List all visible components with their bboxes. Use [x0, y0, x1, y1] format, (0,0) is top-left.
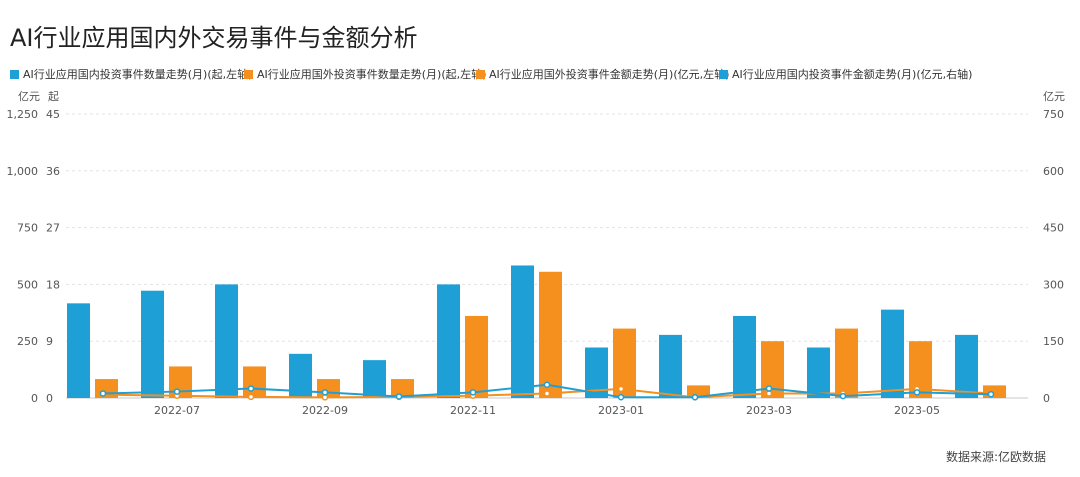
point-domestic-amount	[173, 388, 181, 395]
y-tick-label-amount-right: 150	[1043, 335, 1064, 348]
point-domestic-amount	[395, 393, 403, 400]
point-domestic-amount	[839, 392, 847, 400]
x-tick-label: 2023-01	[598, 404, 644, 417]
point-foreign-amount	[247, 393, 255, 401]
legend-swatch	[244, 69, 253, 79]
y-tick-label-amount-right: 450	[1043, 222, 1064, 235]
x-tick-label: 2023-03	[746, 404, 792, 417]
bar-foreign-count	[317, 379, 340, 398]
y-tick-label-amount-right: 0	[1043, 392, 1050, 405]
point-domestic-amount	[543, 381, 551, 388]
bar-domestic-count	[955, 334, 978, 398]
point-domestic-amount	[321, 389, 329, 396]
bar-domestic-count	[881, 309, 904, 398]
y-tick-label-count-left: 18	[46, 278, 60, 291]
y-tick-label-count-left: 36	[46, 165, 60, 178]
bar-foreign-count	[983, 385, 1006, 398]
legend-label: AI行业应用国外投资事件数量走势(月)(起,左轴)	[257, 68, 487, 81]
source-note: 数据来源:亿欧数据	[945, 450, 1046, 464]
legend: AI行业应用国内投资事件数量走势(月)(起,左轴) AI行业应用国外投资事件数量…	[10, 66, 1070, 82]
point-domestic-amount	[765, 385, 773, 392]
chart-title: AI行业应用国内外交易事件与金额分析	[10, 24, 418, 52]
bar-domestic-count	[733, 315, 756, 398]
y-tick-label-count-left: 0	[46, 392, 53, 405]
y-tick-label-amount-left: 1,250	[7, 108, 39, 121]
x-tick-label: 2022-07	[154, 404, 200, 417]
y-tick-label-amount-right: 600	[1043, 165, 1064, 178]
y-tick-label-amount-left: 750	[17, 222, 38, 235]
bar-foreign-count	[613, 328, 636, 398]
legend-swatch	[10, 69, 19, 79]
bar-domestic-count	[289, 353, 312, 398]
point-domestic-amount	[691, 393, 699, 401]
bar-domestic-count	[807, 347, 830, 398]
legend-label: AI行业应用国内投资事件数量走势(月)(起,左轴)	[23, 68, 253, 81]
y-tick-label-amount-left: 1,000	[7, 165, 39, 178]
legend-swatch	[476, 69, 485, 79]
legend-item-foreign-count[interactable]: AI行业应用国外投资事件数量走势(月)(起,左轴)	[244, 66, 486, 82]
point-domestic-amount	[617, 393, 625, 401]
bar-domestic-count	[659, 334, 682, 398]
bar-domestic-count	[363, 360, 386, 398]
y-tick-label-amount-right: 750	[1043, 108, 1064, 121]
bar-foreign-count	[835, 328, 858, 398]
bar-domestic-count	[511, 265, 534, 398]
legend-label: AI行业应用国外投资事件金额走势(月)(亿元,左轴)	[489, 68, 730, 81]
legend-swatch	[719, 69, 728, 79]
legend-item-domestic-amount[interactable]: AI行业应用国内投资事件金额走势(月)(亿元,右轴)	[719, 66, 972, 82]
y-axis-unit-count-left: 起	[48, 90, 59, 103]
y-axis-unit-amount-left: 亿元	[18, 90, 40, 103]
bar-domestic-count	[67, 303, 90, 398]
bar-domestic-count	[215, 284, 238, 398]
y-tick-label-amount-right: 300	[1043, 278, 1064, 291]
bar-foreign-count	[243, 366, 266, 398]
y-tick-label-amount-left: 250	[17, 335, 38, 348]
bar-foreign-count	[909, 341, 932, 398]
bar-foreign-count	[761, 341, 784, 398]
legend-item-domestic-count[interactable]: AI行业应用国内投资事件数量走势(月)(起,左轴)	[10, 66, 252, 82]
bar-foreign-count	[539, 271, 562, 398]
y-tick-label-count-left: 9	[46, 335, 53, 348]
legend-item-foreign-amount[interactable]: AI行业应用国外投资事件金额走势(月)(亿元,左轴)	[476, 66, 729, 82]
point-foreign-amount	[617, 385, 625, 393]
bar-foreign-count	[391, 379, 414, 398]
bar-domestic-count	[437, 284, 460, 398]
y-axis-unit-amount-right: 亿元	[1043, 90, 1065, 103]
y-tick-label-count-left: 27	[46, 222, 60, 235]
y-tick-label-count-left: 45	[46, 108, 60, 121]
point-domestic-amount	[247, 385, 255, 392]
point-domestic-amount	[987, 390, 995, 398]
point-domestic-amount	[913, 389, 921, 396]
y-tick-label-amount-left: 500	[17, 278, 38, 291]
point-foreign-amount	[543, 390, 551, 397]
bar-domestic-count	[585, 347, 608, 398]
bar-foreign-count	[687, 385, 710, 398]
bar-domestic-count	[141, 290, 164, 398]
bar-foreign-count	[169, 366, 192, 398]
point-domestic-amount	[99, 390, 107, 397]
x-tick-label: 2022-11	[450, 404, 496, 417]
point-domestic-amount	[469, 389, 477, 396]
y-tick-label-amount-left: 0	[31, 392, 38, 405]
x-tick-label: 2022-09	[302, 404, 348, 417]
bar-foreign-count	[465, 315, 488, 398]
x-tick-label: 2023-05	[894, 404, 940, 417]
legend-label: AI行业应用国内投资事件金额走势(月)(亿元,右轴)	[732, 68, 973, 81]
